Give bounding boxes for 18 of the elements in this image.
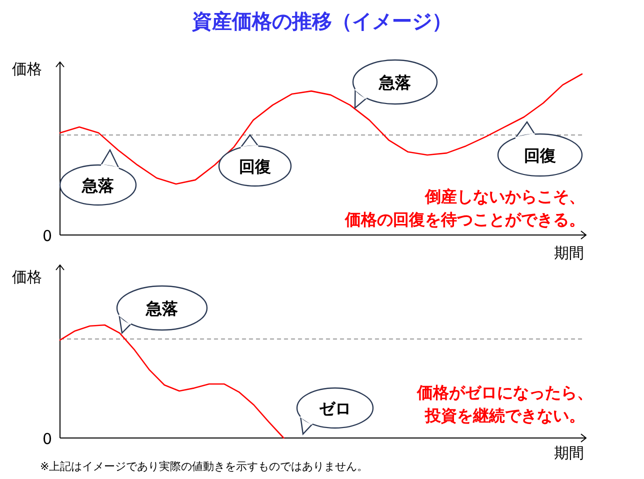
annotation: 急落 — [378, 73, 411, 92]
x-axis-title: 期間 — [554, 244, 584, 262]
chart-title: 資産価格の推移（イメージ） — [191, 9, 452, 33]
text: 0 — [42, 430, 52, 448]
annotation: ゼロ — [319, 399, 351, 418]
annotation: 急落 — [81, 176, 114, 195]
x-axis-title: 期間 — [554, 444, 584, 462]
annotation: 回復 — [239, 157, 271, 176]
annotation: 倒産しないからこそ、 — [424, 187, 585, 206]
annotation: 投資を継続できない。 — [424, 406, 585, 425]
annotation: 価格がゼロになったら、 — [416, 383, 593, 402]
text: ※上記はイメージであり実際の値動きを示すものではありません。 — [40, 460, 368, 473]
annotation: 価格の回復を待つことができる。 — [344, 210, 585, 229]
y-axis-title: 価格 — [12, 60, 42, 78]
y-axis-title: 価格 — [12, 268, 42, 286]
text: 急落 — [145, 299, 178, 318]
annotation: 回復 — [524, 146, 556, 165]
text: 0 — [42, 227, 52, 245]
